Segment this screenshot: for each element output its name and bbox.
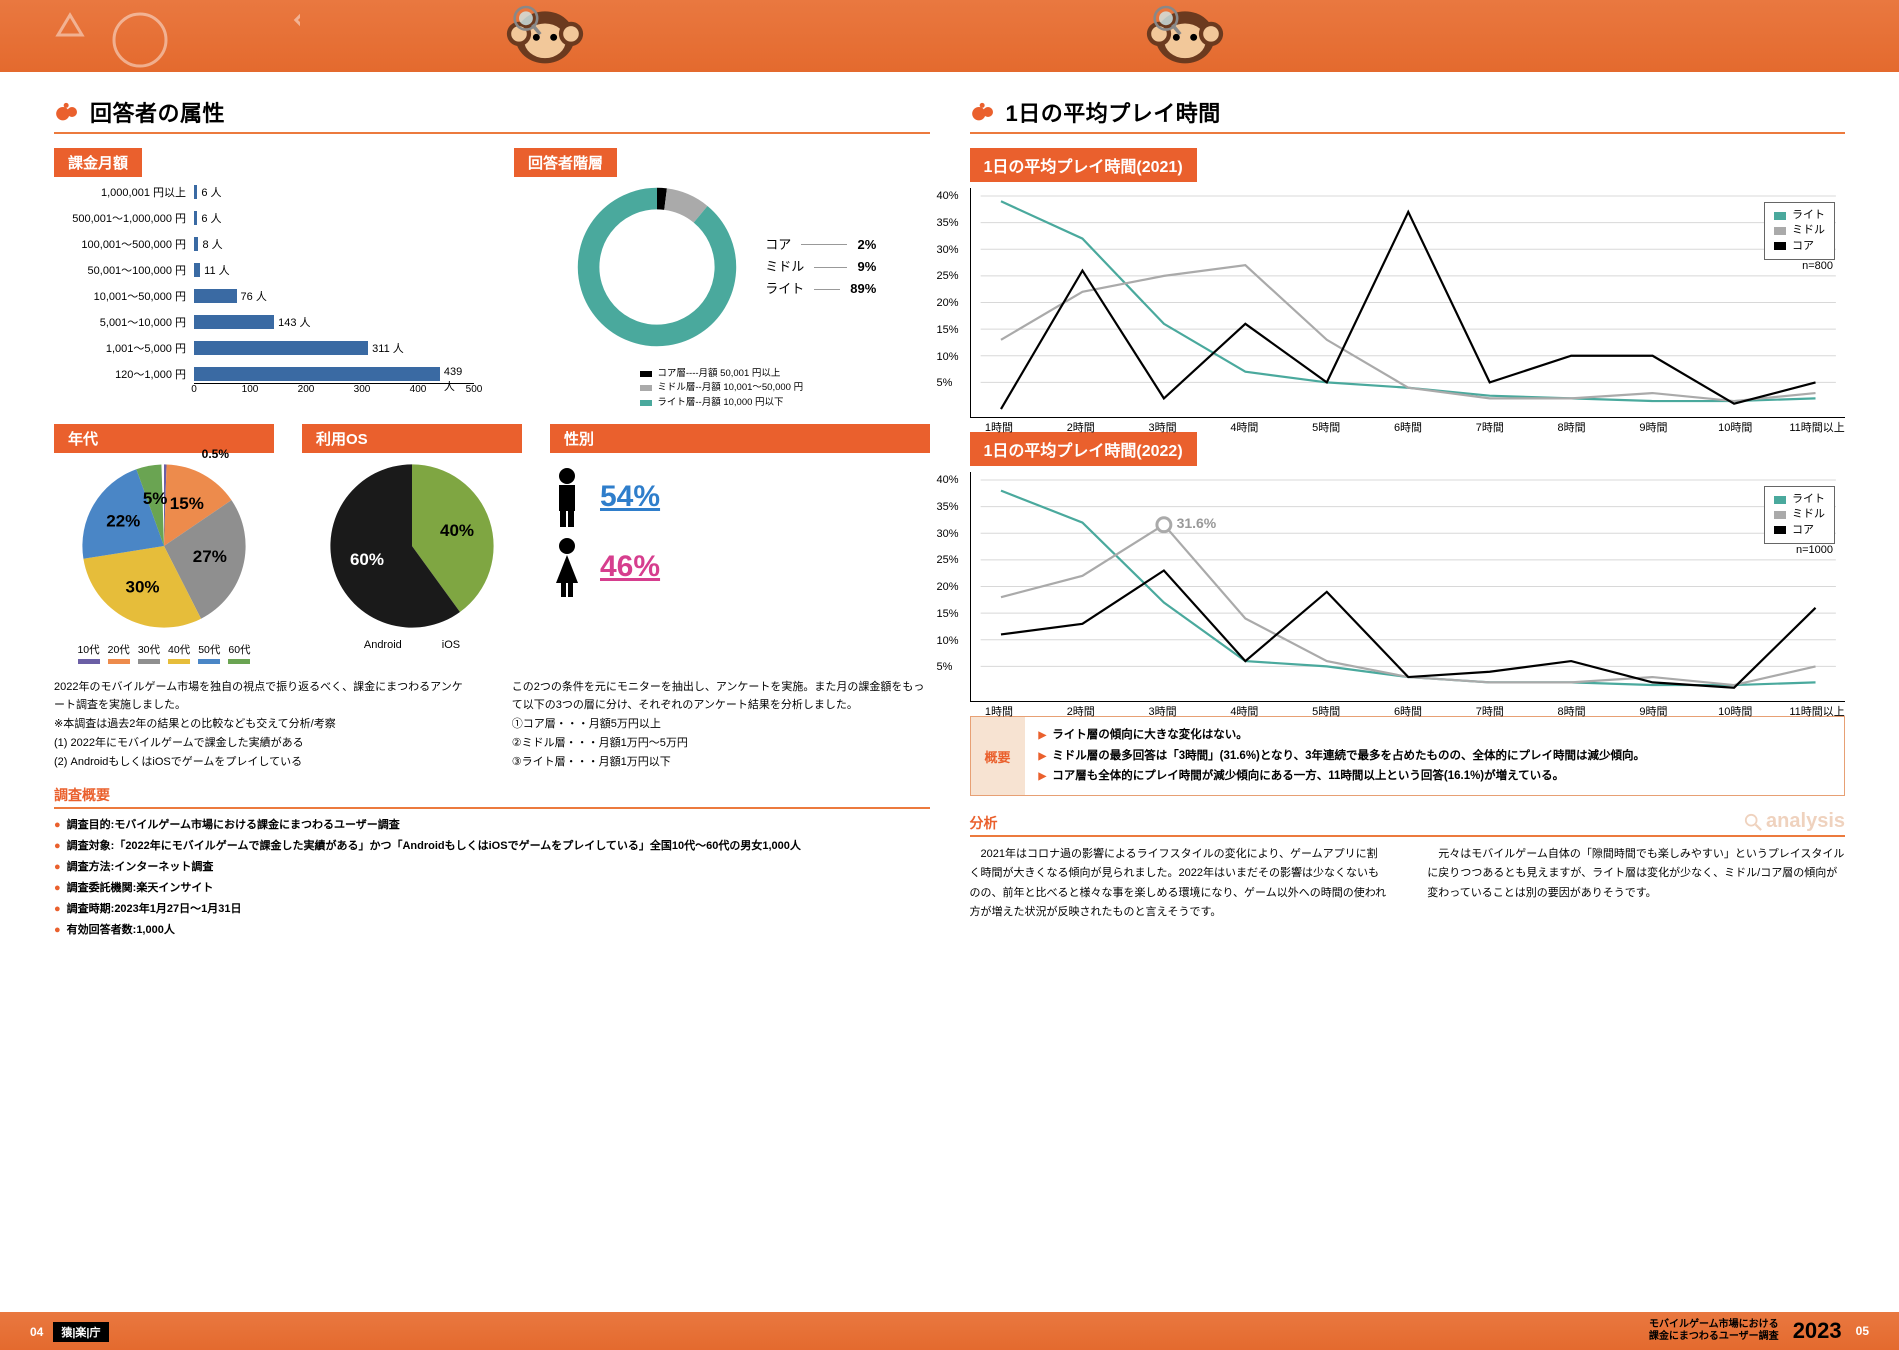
header-band xyxy=(0,0,1899,72)
desc-right: この2つの条件を元にモニターを抽出し、アンケートを実施。また月の課金額をもって以… xyxy=(512,678,930,771)
svg-text:60%: 60% xyxy=(350,550,384,569)
tier-donut: 回答者階層 コア2%ミドル9%ライト89% コア層----月額 50,001 円… xyxy=(514,148,930,410)
section-icon xyxy=(970,102,996,122)
svg-text:27%: 27% xyxy=(193,547,227,566)
analysis-col2: 元々はモバイルゲーム自体の「隙間時間でも楽しみやすい」というプレイスタイルに戻り… xyxy=(1427,845,1845,922)
gender-title: 性別 xyxy=(550,424,930,453)
desc-left: 2022年のモバイルゲーム市場を独自の視点で振り返るべく、課金にまつわるアンケー… xyxy=(54,678,472,771)
report-year: 2023 xyxy=(1793,1318,1842,1344)
age-title: 年代 xyxy=(54,424,274,453)
summary-box: 概要 ライト層の傾向に大きな変化はない。ミドル層の最多回答は「3時間」(31.6… xyxy=(970,716,1846,796)
age-pie: 年代 15%27%30%22%5% 0.5% 10代20代30代40代50代60… xyxy=(54,424,274,664)
os-pie: 利用OS 40%60% AndroidiOS xyxy=(302,424,522,651)
mascot-icon xyxy=(490,0,600,72)
svg-text:5%: 5% xyxy=(143,489,168,508)
svg-text:22%: 22% xyxy=(106,511,140,530)
spend-title: 課金月額 xyxy=(54,148,142,177)
svg-text:40%: 40% xyxy=(440,521,474,540)
female-icon xyxy=(550,537,584,597)
svg-text:30%: 30% xyxy=(125,577,159,596)
analysis-col1: 2021年はコロナ過の影響によるライフスタイルの変化により、ゲームアプリに割く時… xyxy=(970,845,1388,922)
page-num-left: 04 xyxy=(30,1325,43,1339)
male-pct: 54% xyxy=(600,480,660,514)
survey-title: 調査概要 xyxy=(54,785,930,809)
page-num-right: 05 xyxy=(1856,1324,1869,1338)
survey-overview: 調査概要 調査目的:モバイルゲーム市場における課金にまつわるユーザー調査調査対象… xyxy=(54,785,930,940)
mascot-icon xyxy=(1130,0,1240,72)
svg-text:15%: 15% xyxy=(170,494,204,513)
chart-2022-title: 1日の平均プレイ時間(2022) xyxy=(970,432,1197,466)
chart-2021: 1日の平均プレイ時間(2021) 5%10%15%20%25%30%35%40%… xyxy=(970,148,1846,418)
left-page: 回答者の属性 課金月額 1,000,001 円以上6 人500,001〜1,00… xyxy=(54,96,930,1304)
summary-label: 概要 xyxy=(971,717,1025,795)
chart-2021-title: 1日の平均プレイ時間(2021) xyxy=(970,148,1197,182)
analysis-title: 分析 xyxy=(970,813,998,833)
footer-band: 04 猿|楽|庁 モバイルゲーム市場における課金にまつわるユーザー調査 2023… xyxy=(0,1312,1899,1350)
right-page: 1日の平均プレイ時間 1日の平均プレイ時間(2021) 5%10%15%20%2… xyxy=(970,96,1846,1304)
tier-title: 回答者階層 xyxy=(514,148,617,177)
right-title: 1日の平均プレイ時間 xyxy=(1006,96,1221,128)
male-icon xyxy=(550,467,584,527)
analysis-block: 分析 analysis 2021年はコロナ過の影響によるライフスタイルの変化によ… xyxy=(970,810,1846,922)
female-pct: 46% xyxy=(600,550,660,584)
brand-badge: 猿|楽|庁 xyxy=(53,1322,108,1342)
doc-title: モバイルゲーム市場における課金にまつわるユーザー調査 xyxy=(1649,1319,1779,1343)
chart-2022: 1日の平均プレイ時間(2022) 5%10%15%20%25%30%35%40%… xyxy=(970,432,1846,702)
spend-barchart: 課金月額 1,000,001 円以上6 人500,001〜1,000,000 円… xyxy=(54,148,474,401)
analysis-tag: analysis xyxy=(1744,810,1845,833)
os-title: 利用OS xyxy=(302,424,522,453)
gender-block: 性別 54% 46% xyxy=(550,424,930,597)
